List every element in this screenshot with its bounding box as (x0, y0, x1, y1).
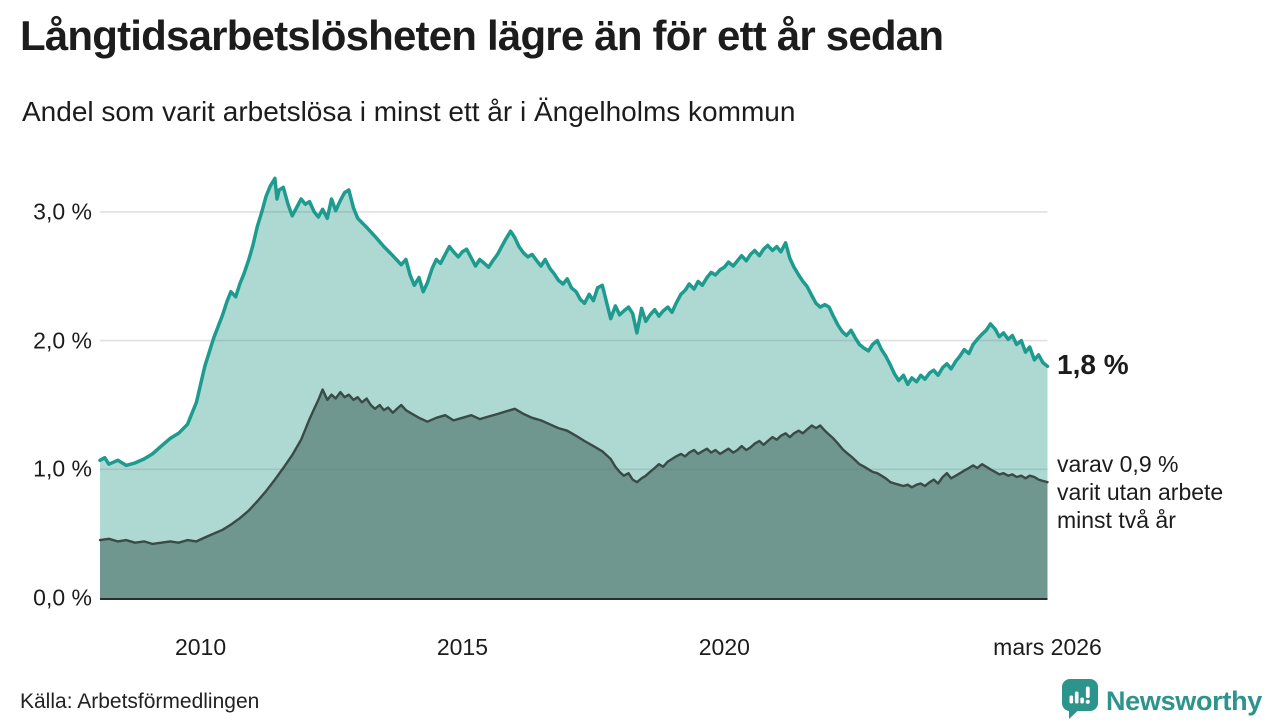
end-value-label-total: 1,8 % (1057, 349, 1129, 381)
y-tick-1: 1,0 % (33, 455, 92, 482)
gridlines (100, 211, 1048, 471)
x-tick-2010: 2010 (174, 634, 227, 660)
area-subset (100, 389, 1048, 598)
newsworthy-logo[interactable]: Newsworthy (1061, 678, 1262, 724)
end-value-label-subset: varav 0,9 % varit utan arbete minst två … (1057, 450, 1223, 534)
subset-label-line2: varit utan arbete (1057, 479, 1224, 506)
subset-label-line1: varav 0,9 % (1057, 451, 1179, 478)
line-subset (98, 388, 1049, 546)
source-attribution: Källa: Arbetsförmedlingen (20, 690, 260, 713)
y-tick-0: 0,0 % (33, 584, 92, 611)
chart-title: Långtidsarbetslösheten lägre än för ett … (20, 12, 944, 59)
x-tick-mars-2026: mars 2026 (993, 634, 1102, 660)
y-tick-3: 3,0 % (33, 198, 92, 225)
x-tick-2020: 2020 (698, 634, 750, 660)
newsworthy-wordmark: Newsworthy (1105, 685, 1262, 716)
x-tick-2015: 2015 (436, 634, 489, 660)
chart-subtitle: Andel som varit arbetslösa i minst ett å… (22, 96, 796, 127)
y-tick-2: 2,0 % (33, 327, 92, 354)
line-total (98, 176, 1050, 468)
subset-label-line3: minst två år (1057, 507, 1176, 534)
newsworthy-bubble-chart-icon (1061, 678, 1099, 724)
